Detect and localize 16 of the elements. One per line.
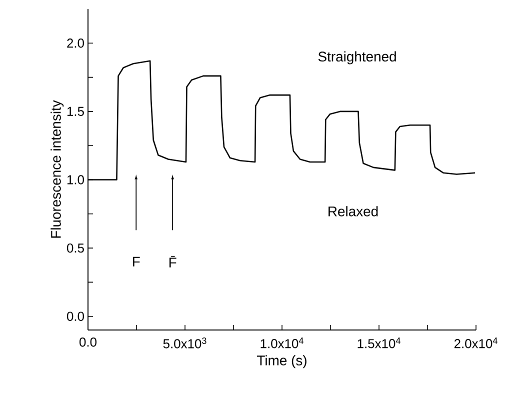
annotation: Relaxed <box>328 206 378 216</box>
x-tick-label: 5.0x10$^{3}$ <box>163 338 206 348</box>
y-tick-label: 2.0 <box>67 38 84 48</box>
x-tick-label: 2.0x10$^{4}$ <box>454 338 498 348</box>
y-tick-label: 0.5 <box>66 243 84 253</box>
x-tick-label: 1.0x10$^{4}$ <box>260 338 304 348</box>
annotation: F̄ <box>169 256 176 268</box>
y-tick-label: 1.5 <box>67 106 84 116</box>
y-tick-label: 1.0 <box>67 175 84 184</box>
x-tick-label: 0.0 <box>80 338 97 347</box>
x-axis-title: Time (s) <box>257 355 306 368</box>
x-tick-label: 1.5x10$^{4}$ <box>358 338 400 348</box>
annotation: Straightened <box>318 51 396 64</box>
y-axis-title: Fluorescence intensity <box>50 100 64 238</box>
annotation: F <box>132 256 140 266</box>
y-tick-label: 0.0 <box>66 312 84 321</box>
